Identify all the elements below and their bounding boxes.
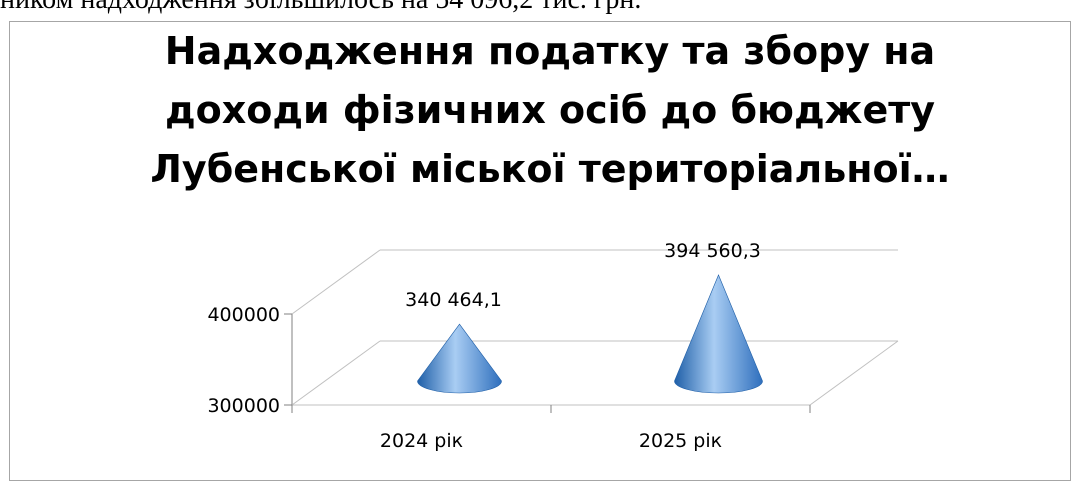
data-label: 340 464,1 <box>405 289 502 311</box>
x-category-label: 2025 рік <box>639 430 722 452</box>
cone-body <box>674 274 763 394</box>
chart-title: Надходження податку та збору на доходи ф… <box>150 22 950 199</box>
plot-area: 300000 400000 340 464,1 2024 рік 394 560,3 2… <box>207 240 899 452</box>
cone-bar <box>417 323 502 394</box>
y-tick-label: 400000 <box>207 304 280 326</box>
chart-title-line-3: Лубенської міської територіальної… <box>150 147 950 191</box>
chart-title-line-2: доходи фізичних осіб до бюджету <box>164 88 936 132</box>
y-tick-label: 300000 <box>207 395 280 417</box>
chart-area <box>9 21 1071 481</box>
chart-title-line-1: Надходження податку та збору на <box>164 29 936 73</box>
cone-bar <box>674 274 763 394</box>
gridline-diagonal <box>291 249 381 315</box>
preceding-paragraph-text: ником надходження збільшилось на 54 096,… <box>0 0 1080 16</box>
x-category-label: 2024 рік <box>380 430 463 452</box>
data-label: 394 560,3 <box>664 240 761 262</box>
cone-body <box>417 323 502 394</box>
floor-right-edge <box>809 340 899 406</box>
gridline-diagonal <box>291 340 381 406</box>
